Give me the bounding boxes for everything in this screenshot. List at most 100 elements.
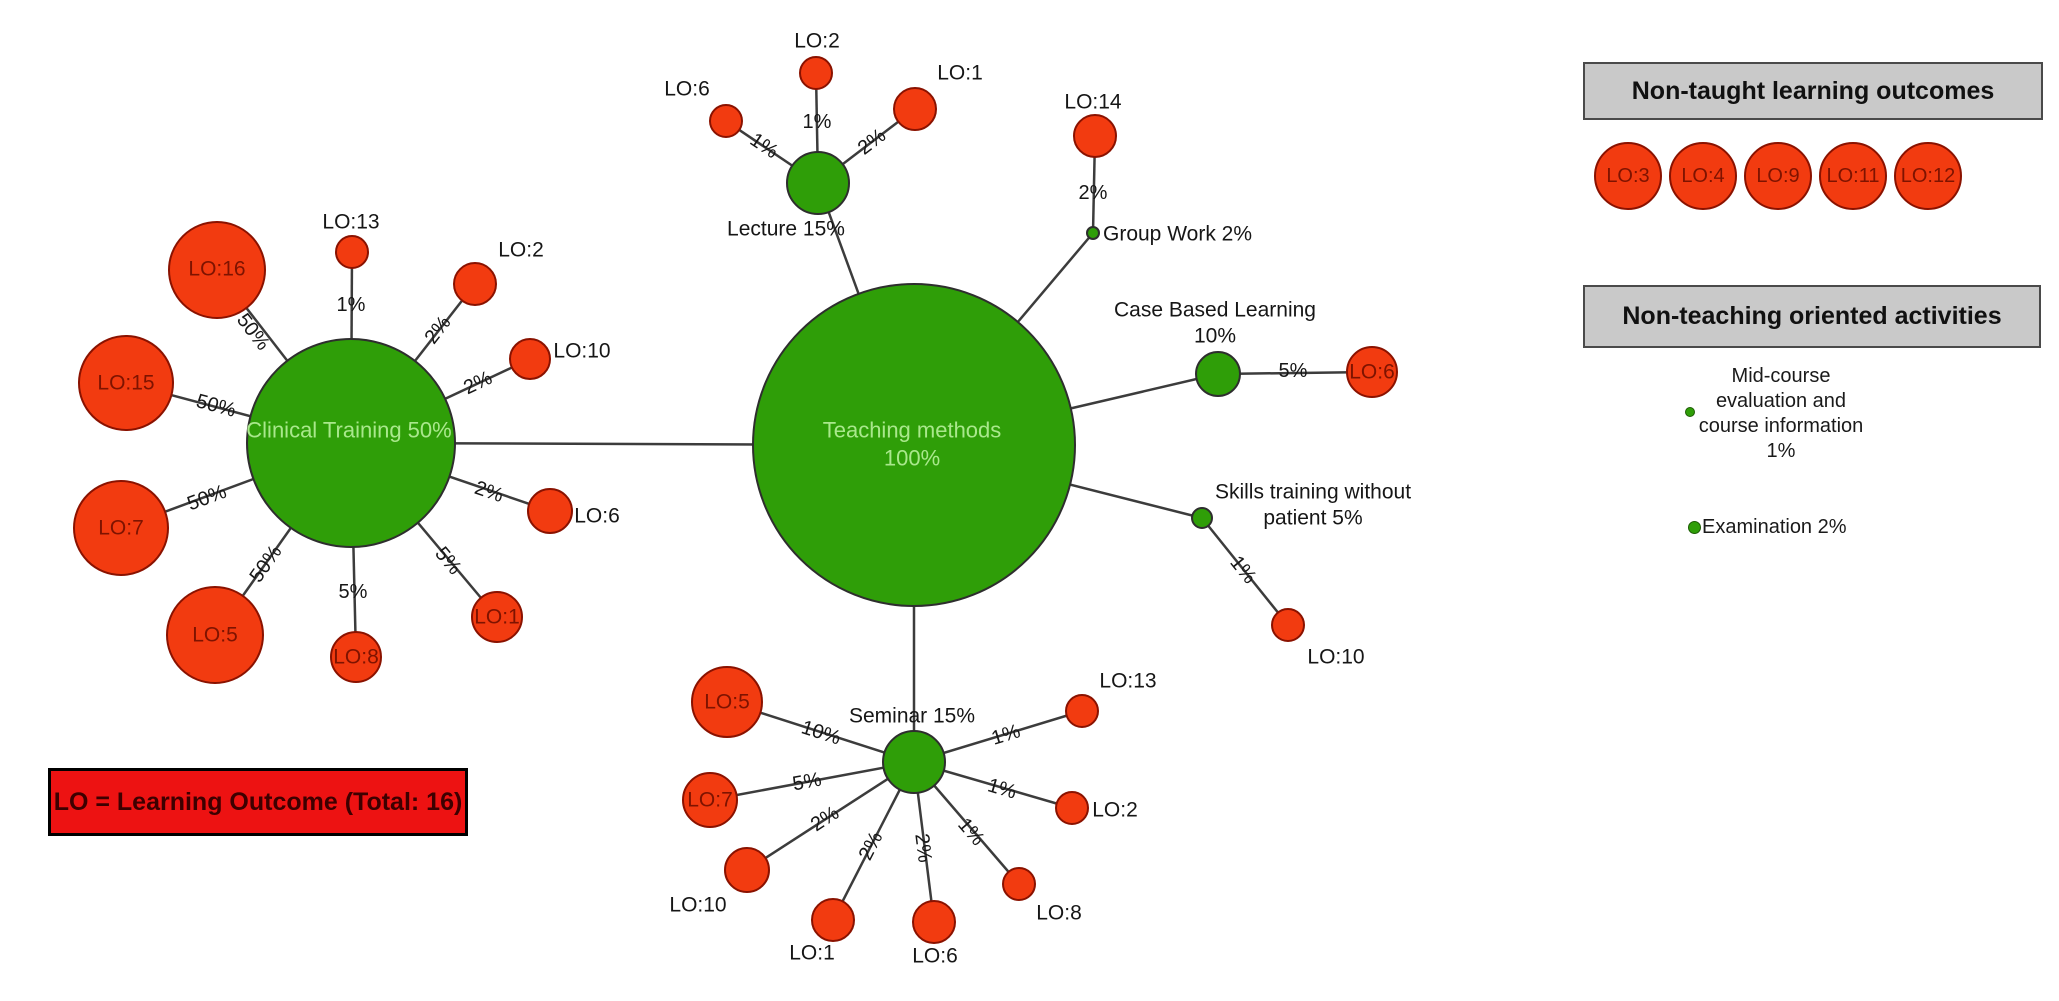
node-ct_lo5 [166, 586, 264, 684]
edge-label-clinical-ct_lo16: 50% [232, 309, 274, 354]
edge-label-clinical-ct_lo10: 2% [460, 367, 496, 399]
node-ct_lo10 [509, 338, 551, 380]
node-clinical [246, 338, 456, 548]
edge-label-clinical-ct_lo7: 50% [184, 481, 229, 516]
node-group_work [1086, 226, 1100, 240]
node-label-gw_lo14: LO:14 [1064, 91, 1122, 114]
node-sem_lo13 [1065, 694, 1099, 728]
node-label-lec_lo6: LO:6 [664, 78, 710, 101]
node-lec_lo6 [709, 104, 743, 138]
mid-course-dot-icon [1685, 407, 1695, 417]
node-label-ct_lo16: LO:16 [188, 258, 245, 281]
node-label-group_work: Group Work 2% [1103, 223, 1252, 246]
node-lec_lo2 [799, 56, 833, 90]
node-sem_lo1 [811, 898, 855, 942]
node-ct_lo6 [527, 488, 573, 534]
edge-label-clinical-ct_lo5: 50% [245, 541, 286, 587]
node-lec_lo1 [893, 87, 937, 131]
edge-label-clinical-ct_lo8: 5% [339, 581, 368, 603]
examination-row: Examination 2% [1688, 516, 1847, 539]
legend-lo-circle-0: LO:3 [1594, 142, 1662, 210]
node-label-sem_lo8: LO:8 [1036, 902, 1082, 925]
edge-seminar-sem_lo10 [746, 760, 915, 872]
legend-lo-circle-3: LO:11 [1819, 142, 1887, 210]
edge-label-lecture-lec_lo1: 2% [854, 124, 890, 159]
edge-skills-sk_lo10 [1201, 517, 1289, 626]
non-teaching-legend-title: Non-teaching oriented activities [1622, 302, 2002, 330]
lo-note-text: LO = Learning Outcome (Total: 16) [53, 787, 463, 816]
node-seminar [882, 730, 946, 794]
edge-label-lecture-lec_lo2: 1% [803, 111, 832, 133]
non-taught-legend-title: Non-taught learning outcomes [1631, 76, 1995, 105]
node-ct_lo8 [330, 631, 382, 683]
edge-label-seminar-sem_lo2: 1% [985, 774, 1019, 803]
node-label-sem_lo5: LO:5 [704, 691, 750, 714]
node-sem_lo2 [1055, 791, 1089, 825]
edge-label-seminar-sem_lo10: 2% [807, 802, 843, 836]
node-label-ct_lo5: LO:5 [192, 624, 238, 647]
node-label-sem_lo10: LO:10 [669, 894, 726, 917]
node-label-case_based: 10% [1194, 325, 1236, 348]
node-ct_lo16 [168, 221, 266, 319]
node-label-sem_lo6: LO:6 [912, 945, 958, 968]
node-label-teaching: Teaching methods [823, 418, 1002, 443]
node-label-lec_lo1: LO:1 [937, 62, 983, 85]
edge-label-seminar-sem_lo7: 5% [791, 768, 824, 795]
node-label-sem_lo2: LO:2 [1092, 799, 1138, 822]
edge-label-clinical-ct_lo15: 50% [194, 390, 239, 422]
node-lecture [786, 151, 850, 215]
lo-note-box: LO = Learning Outcome (Total: 16) [48, 768, 468, 836]
edge-label-group_work-gw_lo14: 2% [1079, 182, 1108, 204]
edge-label-seminar-sem_lo5: 10% [799, 716, 844, 749]
legend-lo-circle-4: LO:12 [1894, 142, 1962, 210]
node-label-lecture: Lecture 15% [727, 218, 845, 241]
node-ct_lo15 [78, 335, 174, 431]
node-sem_lo5 [691, 666, 763, 738]
node-label-sem_lo1: LO:1 [789, 942, 835, 965]
edge-label-clinical-ct_lo6: 2% [472, 477, 507, 507]
node-label-case_based: Case Based Learning [1114, 299, 1316, 322]
non-taught-legend-box: Non-taught learning outcomes [1583, 62, 2043, 120]
edge-label-clinical-ct_lo13: 1% [337, 294, 366, 316]
node-ct_lo13 [335, 235, 369, 269]
node-label-ct_lo15: LO:15 [97, 372, 154, 395]
node-label-sk_lo10: LO:10 [1307, 646, 1364, 669]
edge-label-seminar-sem_lo8: 1% [953, 814, 989, 850]
node-ct_lo1 [471, 591, 523, 643]
node-case_based [1195, 351, 1241, 397]
edge-seminar-sem_lo7 [709, 760, 915, 802]
node-cb_lo6 [1346, 346, 1398, 398]
node-label-ct_lo13: LO:13 [322, 211, 379, 234]
examination-label: Examination 2% [1702, 516, 1847, 538]
node-gw_lo14 [1073, 114, 1117, 158]
node-label-sem_lo7: LO:7 [687, 789, 733, 812]
node-label-lec_lo2: LO:2 [794, 30, 840, 53]
non-taught-lo-circles: LO:3 LO:4 LO:9 LO:11 LO:12 [1594, 142, 1962, 210]
node-label-seminar: Seminar 15% [849, 705, 975, 728]
edge-label-case_based-cb_lo6: 5% [1279, 360, 1308, 382]
node-ct_lo2 [453, 262, 497, 306]
node-ct_lo7 [73, 480, 169, 576]
node-sem_lo7 [682, 772, 738, 828]
node-label-ct_lo7: LO:7 [98, 517, 144, 540]
node-label-ct_lo2: LO:2 [498, 239, 544, 262]
node-label-cb_lo6: LO:6 [1349, 361, 1395, 384]
node-label-sem_lo13: LO:13 [1099, 670, 1156, 693]
edge-label-seminar-sem_lo1: 2% [855, 828, 888, 864]
node-sem_lo10 [724, 847, 770, 893]
node-label-ct_lo10: LO:10 [553, 340, 610, 363]
node-skills [1191, 507, 1213, 529]
node-sem_lo6 [912, 900, 956, 944]
edge-label-seminar-sem_lo6: 2% [910, 832, 935, 864]
node-label-teaching: 100% [884, 446, 940, 471]
legend-lo-circle-2: LO:9 [1744, 142, 1812, 210]
node-label-ct_lo1: LO:1 [474, 606, 520, 629]
node-teaching [752, 283, 1076, 607]
node-label-ct_lo8: LO:8 [333, 646, 379, 669]
mid-course-label: Mid-course evaluation and course informa… [1698, 365, 1864, 462]
node-label-skills: Skills training without [1215, 481, 1411, 504]
edge-label-lecture-lec_lo6: 1% [746, 129, 782, 164]
examination-dot-icon [1688, 521, 1701, 534]
